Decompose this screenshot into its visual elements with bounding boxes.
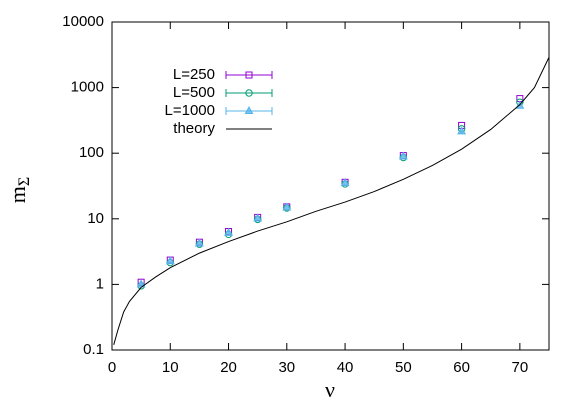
y-tick-label: 1 [96,275,104,292]
x-tick-label: 70 [512,359,529,376]
x-tick-label: 30 [278,359,295,376]
y-tick-label: 10000 [62,13,104,30]
x-tick-label: 60 [453,359,470,376]
data-point [340,178,350,187]
plot-frame [111,21,550,351]
y-tick-label: 10 [87,210,104,227]
x-tick-label: 0 [108,359,116,376]
x-tick-label: 50 [395,359,412,376]
legend-label: theory [173,120,215,137]
data-point [457,126,467,135]
data-point [194,238,204,247]
legend-marker [244,105,254,114]
y-axis-label-base: m [5,186,30,203]
data-point [165,256,175,265]
x-tick-label: 40 [337,359,354,376]
theory-line [113,57,550,345]
legend-label: L=500 [173,84,215,101]
data-point [224,227,233,236]
legend-marker [245,71,253,79]
legend-label: L=250 [173,66,215,83]
data-point [398,151,408,160]
y-axis-label-sub: Σ [16,177,33,186]
legend-marker [245,89,253,97]
legend-label: L=1000 [165,102,215,119]
x-tick-label: 10 [162,359,179,376]
y-tick-label: 0.1 [83,341,104,358]
y-tick-label: 100 [79,144,104,161]
x-axis-label: ν [325,377,335,402]
data-point [282,202,292,211]
x-tick-label: 20 [220,359,237,376]
y-tick-label: 1000 [71,79,104,96]
data-point [253,213,263,222]
y-axis-label: mΣ [5,177,33,203]
